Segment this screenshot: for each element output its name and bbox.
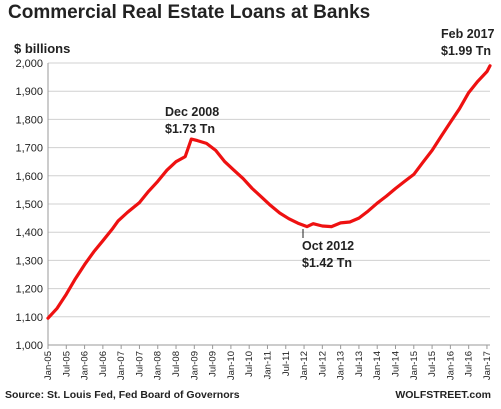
x-tick-label: Jan-08 <box>153 351 164 380</box>
y-tick-label: 1,100 <box>15 312 43 324</box>
peak-2008-date: Dec 2008 <box>165 105 220 119</box>
trough-2012-annotation: Oct 2012 $1.42 Tn <box>302 238 354 272</box>
x-tick-label: Jul-08 <box>171 351 182 377</box>
y-tick-label: 1,300 <box>15 255 43 267</box>
trough-2012-value: $1.42 Tn <box>302 256 353 270</box>
x-tick-label: Jul-09 <box>208 351 219 377</box>
x-tick-label: Jan-06 <box>80 351 91 380</box>
x-tick-labels: Jan-05 Jul-05 Jan-06 Jul-06 Jan-07 Jul-07 Jan-… <box>43 351 493 380</box>
series-line <box>46 64 492 320</box>
x-tick-label: Jul-14 <box>391 351 402 377</box>
y-tick-label: 1,900 <box>15 86 43 98</box>
x-tick-label: Jan-15 <box>409 351 420 380</box>
x-tick-label: Jul-13 <box>354 351 365 377</box>
y-tick-label: 2,000 <box>15 58 43 70</box>
x-tick-label: Jul-07 <box>134 351 145 377</box>
peak-2008-annotation: Dec 2008 $1.73 Tn <box>165 104 219 138</box>
y-tick-label: 1,000 <box>15 340 43 352</box>
y-tick-label: 1,700 <box>15 143 43 155</box>
y-tick-labels: 1,000 1,100 1,200 1,300 1,400 1,500 1,600 1,700… <box>15 58 43 352</box>
x-tick-label: Jan-09 <box>189 351 200 380</box>
y-tick-label: 1,200 <box>15 284 43 296</box>
x-tick-label: Jan-05 <box>43 351 54 380</box>
series-lines <box>46 64 492 320</box>
y-tick-label: 1,500 <box>15 199 43 211</box>
latest-annotation: Feb 2017 $1.99 Tn <box>441 26 495 60</box>
x-tick-label: Jan-14 <box>372 351 383 380</box>
x-tick-label: Jul-16 <box>464 351 475 377</box>
x-tick-label: Jul-10 <box>244 351 255 377</box>
y-tick-label: 1,800 <box>15 114 43 126</box>
x-tick-label: Jan-11 <box>262 351 273 379</box>
y-tick-label: 1,600 <box>15 171 43 183</box>
latest-value: $1.99 Tn <box>441 44 492 58</box>
trough-2012-date: Oct 2012 <box>302 239 355 253</box>
latest-date: Feb 2017 <box>441 27 495 41</box>
brand-watermark: WOLFSTREET.com <box>395 389 491 401</box>
x-tick-label: Jan-16 <box>445 351 456 380</box>
y-axis-unit-label: $ billions <box>14 41 71 56</box>
x-tick-label: Jul-06 <box>98 351 109 377</box>
x-tick-label: Jan-12 <box>299 351 310 380</box>
x-tick-label: Jul-15 <box>427 351 438 377</box>
peak-2008-value: $1.73 Tn <box>165 122 216 136</box>
x-tick-label: Jul-11 <box>281 351 292 376</box>
chart-title: Commercial Real Estate Loans at Banks <box>8 2 371 23</box>
gridlines <box>48 62 490 318</box>
x-tick-label: Jul-12 <box>317 351 328 377</box>
x-tick-label: Jan-17 <box>482 351 493 380</box>
y-tick-label: 1,400 <box>15 227 43 239</box>
x-tick-label: Jan-07 <box>116 351 127 380</box>
x-tick-label: Jul-05 <box>61 351 72 377</box>
axes <box>47 63 490 349</box>
x-tick-label: Jan-13 <box>336 351 347 380</box>
source-note: Source: St. Louis Fed, Fed Board of Gove… <box>5 389 240 401</box>
x-tick-label: Jan-10 <box>226 351 237 380</box>
